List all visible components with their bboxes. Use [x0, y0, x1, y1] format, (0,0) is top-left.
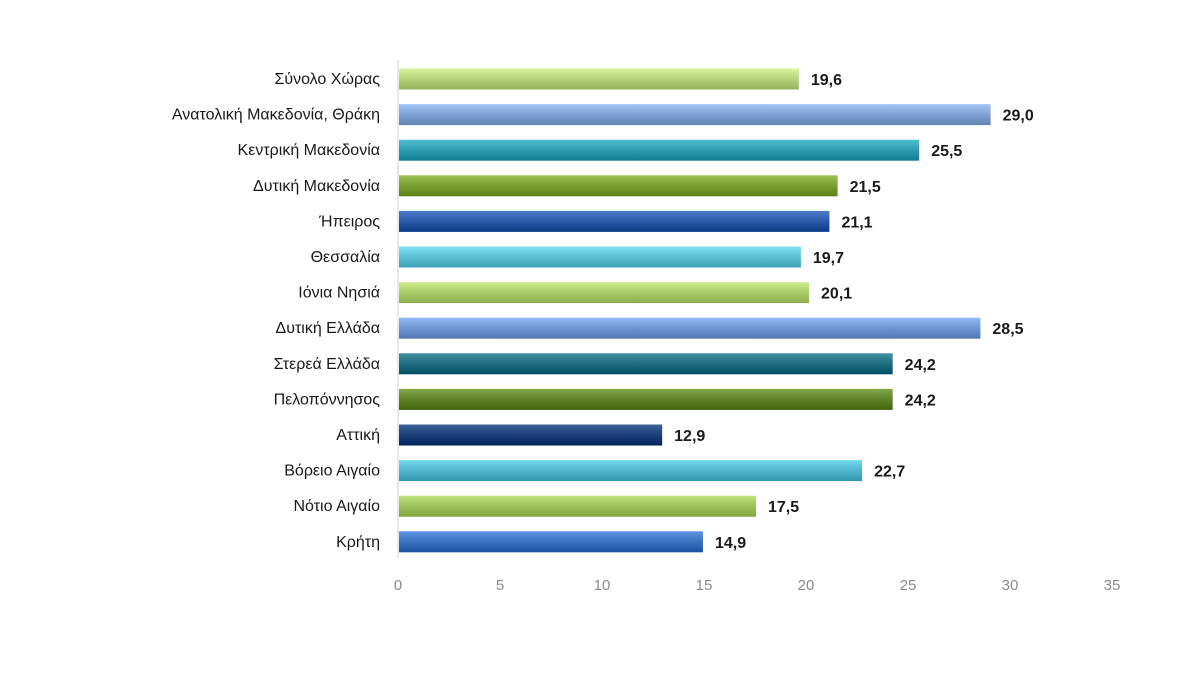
bar	[399, 175, 838, 197]
x-tick-label: 0	[394, 577, 402, 594]
bar	[399, 460, 863, 482]
value-label: 29,0	[1003, 108, 1034, 125]
category-label: Νότιο Αιγαίο	[294, 498, 381, 515]
bars-layer	[399, 68, 991, 553]
x-tick-label: 30	[1002, 577, 1019, 594]
value-label: 21,5	[850, 179, 881, 196]
value-label: 20,1	[821, 286, 852, 303]
x-tick-label: 10	[594, 577, 611, 594]
category-label: Βόρειο Αιγαίο	[284, 463, 380, 480]
bar	[399, 353, 893, 375]
bar	[399, 282, 810, 304]
x-axis-ticks: 0 5 10 15 20 25 30 35	[394, 577, 1121, 594]
bar	[399, 68, 799, 90]
category-label: Δυτική Ελλάδα	[276, 320, 381, 337]
category-label: Αττική	[336, 427, 380, 444]
value-label: 12,9	[674, 428, 705, 445]
bar	[399, 388, 893, 410]
value-label: 25,5	[931, 143, 962, 160]
category-label: Ήπειρος	[318, 213, 380, 230]
value-label: 19,6	[811, 72, 842, 89]
bar	[399, 317, 981, 339]
category-label: Δυτική Μακεδονία	[253, 178, 380, 195]
value-label: 24,2	[905, 392, 936, 409]
value-label: 19,7	[813, 250, 844, 267]
bar	[399, 531, 703, 553]
value-label: 22,7	[874, 464, 905, 481]
value-label: 24,2	[905, 357, 936, 374]
category-label: Στερεά Ελλάδα	[274, 356, 380, 373]
category-label: Κεντρική Μακεδονία	[238, 142, 380, 159]
category-label: Σύνολο Χώρας	[274, 71, 380, 88]
x-tick-label: 15	[696, 577, 713, 594]
category-label: Πελοπόννησος	[274, 391, 381, 408]
x-tick-label: 35	[1104, 577, 1121, 594]
bar	[399, 210, 830, 232]
value-label: 14,9	[715, 535, 746, 552]
bar	[399, 104, 991, 126]
x-tick-label: 20	[798, 577, 815, 594]
value-label: 28,5	[992, 321, 1023, 338]
labels-layer: Σύνολο Χώρας 19,6 Ανατολική Μακεδονία, Θρά…	[172, 71, 1034, 552]
category-label: Ιόνια Νησιά	[298, 285, 380, 302]
category-label: Ανατολική Μακεδονία, Θράκη	[172, 107, 380, 124]
category-label: Κρήτη	[336, 534, 380, 551]
value-label: 21,1	[841, 214, 872, 231]
category-label: Θεσσαλία	[311, 249, 380, 266]
bar	[399, 246, 801, 268]
bar	[399, 424, 663, 446]
x-tick-label: 5	[496, 577, 504, 594]
bar	[399, 139, 920, 161]
bar	[399, 495, 756, 517]
x-tick-label: 25	[900, 577, 917, 594]
value-label: 17,5	[768, 499, 799, 516]
